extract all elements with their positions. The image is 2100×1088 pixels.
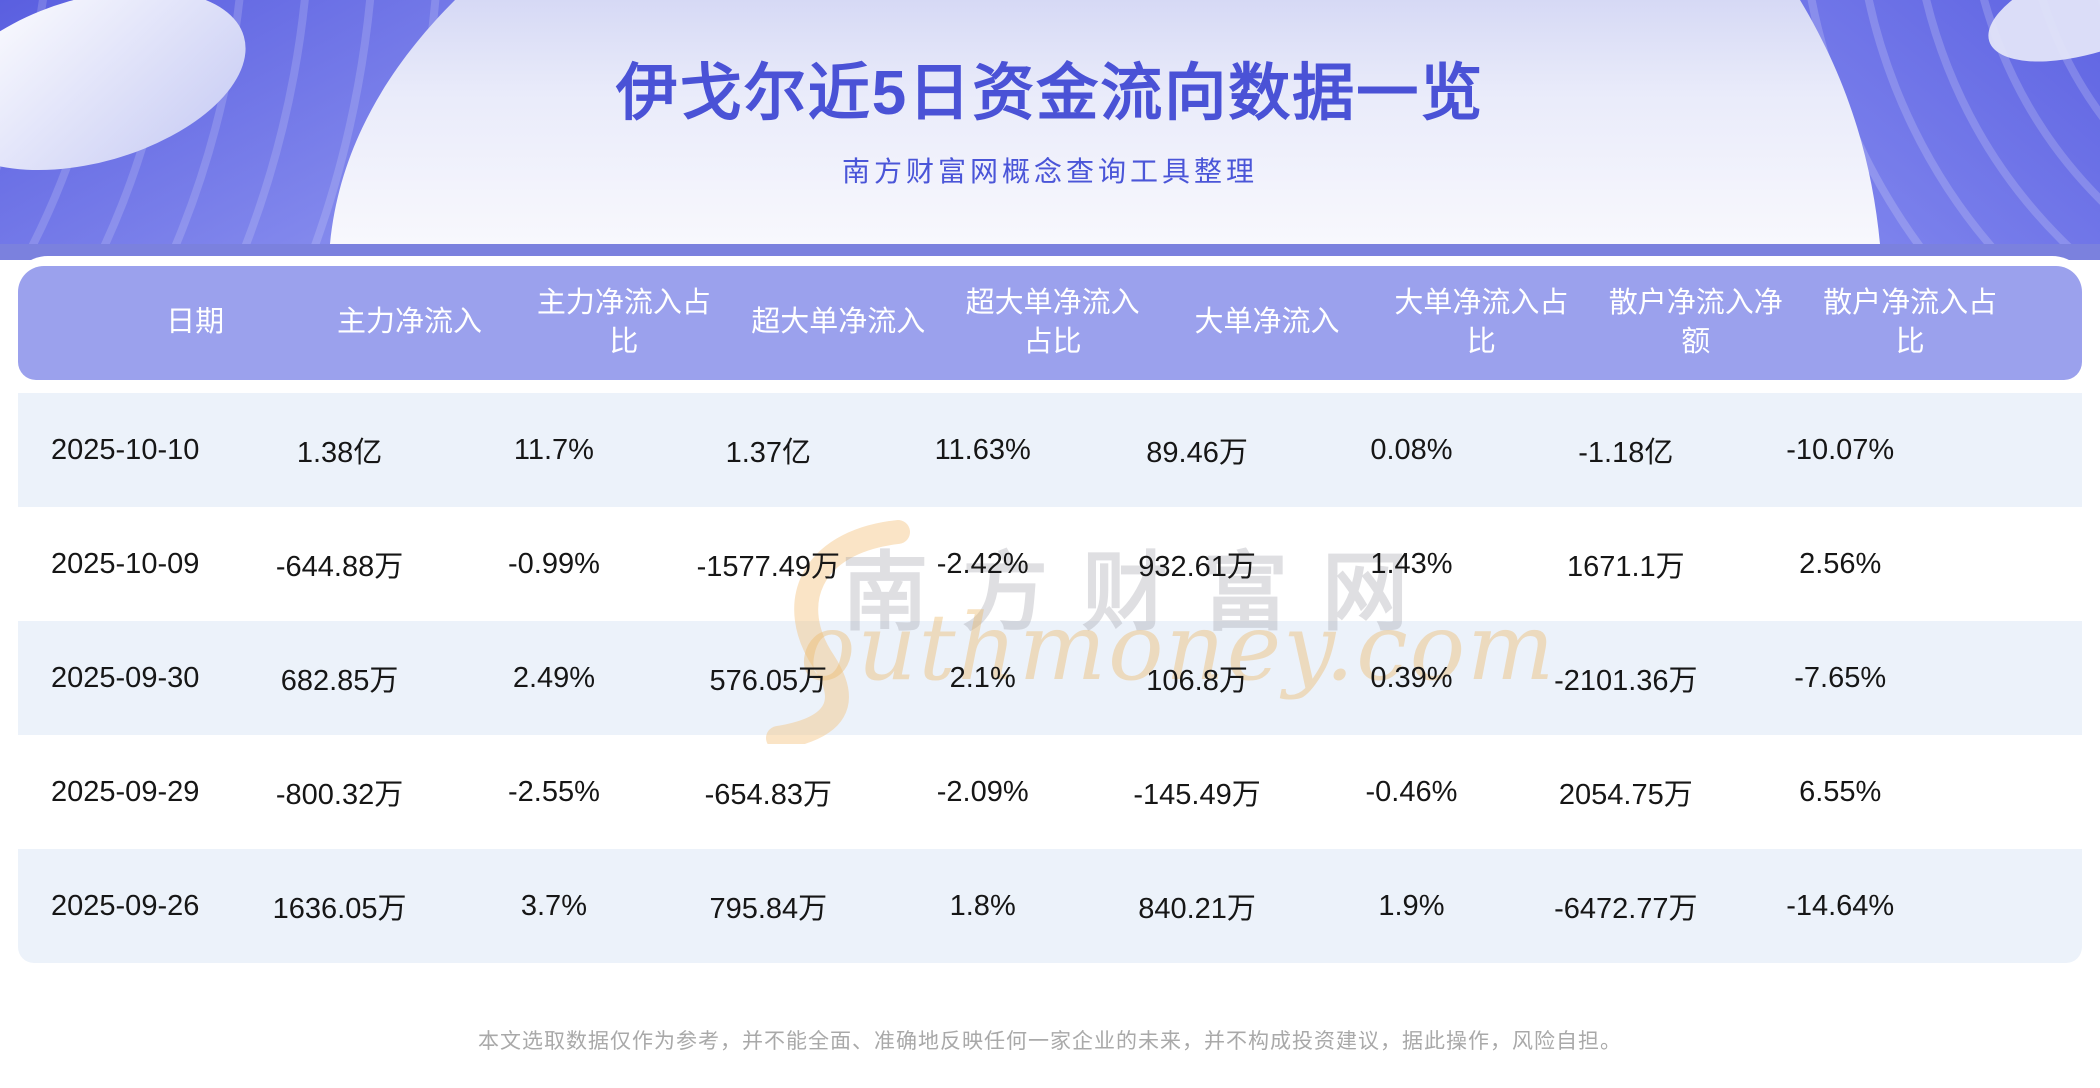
disclaimer-text: 本文选取数据仅作为参考，并不能全面、准确地反映任何一家企业的未来，并不构成投资建… (478, 1030, 1622, 1053)
cell-large-net-inflow-ratio: 1.43% (1370, 547, 1453, 580)
cell-large-net-inflow: 89.46万 (1146, 437, 1248, 469)
cell-date: 2025-09-29 (51, 775, 200, 808)
cell-large-net-inflow-ratio: 1.9% (1378, 889, 1445, 922)
cell-main-net-inflow-ratio: 11.7% (513, 433, 594, 466)
column-header-retail-net-inflow-ratio: 散户净流入占比 (1823, 286, 1998, 358)
column-header-date: 日期 (166, 306, 225, 339)
cell-main-net-inflow-ratio: -2.55% (507, 775, 600, 808)
cell-main-net-inflow-ratio: 3.7% (520, 889, 587, 922)
cell-super-large-net-inflow-ratio: -2.42% (936, 547, 1029, 580)
table-row: 2025-09-26 1636.05万 3.7% 795.84万 1.8% 84… (18, 849, 2082, 963)
cell-date: 2025-09-26 (51, 889, 200, 922)
cell-date: 2025-10-09 (51, 547, 200, 580)
cell-main-net-inflow: 1636.05万 (272, 893, 407, 925)
cell-main-net-inflow: -800.32万 (275, 779, 404, 811)
column-header-super-large-net-inflow: 超大单净流入 (751, 306, 926, 339)
cell-super-large-net-inflow: 576.05万 (709, 665, 828, 697)
cell-retail-net-inflow: -1.18亿 (1578, 437, 1674, 469)
cell-main-net-inflow: 682.85万 (280, 665, 399, 697)
column-header-retail-net-inflow: 散户净流入净额 (1608, 286, 1783, 358)
cell-date: 2025-09-30 (51, 661, 200, 694)
column-header-main-net-inflow-ratio: 主力净流入占比 (536, 286, 711, 358)
cell-large-net-inflow-ratio: 0.39% (1370, 661, 1453, 694)
cell-retail-net-inflow-ratio: -10.07% (1786, 433, 1895, 466)
column-header-large-net-inflow-ratio: 大单净流入占比 (1394, 286, 1569, 358)
cell-large-net-inflow-ratio: 0.08% (1370, 433, 1453, 466)
table-row: 2025-10-09 -644.88万 -0.99% -1577.49万 -2.… (18, 507, 2082, 621)
cell-super-large-net-inflow: -654.83万 (704, 779, 832, 811)
cell-super-large-net-inflow: 795.84万 (709, 893, 828, 925)
table-header-row: 日期 主力净流入 主力净流入占比 超大单净流入 超大单净流入占比 大单净流入 大… (18, 266, 2082, 380)
cell-super-large-net-inflow-ratio: -2.09% (936, 775, 1029, 808)
cell-super-large-net-inflow: 1.37亿 (725, 437, 812, 469)
column-header-main-net-inflow: 主力净流入 (337, 306, 483, 339)
table-row: 2025-09-29 -800.32万 -2.55% -654.83万 -2.0… (18, 735, 2082, 849)
cell-super-large-net-inflow-ratio: 2.1% (949, 661, 1016, 694)
cell-large-net-inflow: -145.49万 (1133, 779, 1261, 811)
cell-main-net-inflow-ratio: -0.99% (507, 547, 600, 580)
cell-main-net-inflow-ratio: 2.49% (512, 661, 596, 694)
column-header-super-large-net-inflow-ratio: 超大单净流入占比 (965, 286, 1140, 358)
page-title: 伊戈尔近5日资金流向数据一览 (615, 59, 1485, 128)
cell-large-net-inflow: 106.8万 (1146, 665, 1248, 697)
cell-retail-net-inflow: -2101.36万 (1554, 665, 1698, 697)
cell-retail-net-inflow-ratio: 2.56% (1799, 547, 1882, 580)
cell-retail-net-inflow: 2054.75万 (1558, 779, 1693, 811)
fund-flow-table-card: 南方财富网 outhmoney.com 日期 主力净流入 主力净流入占比 超大单… (10, 256, 2090, 999)
column-header-large-net-inflow: 大单净流入 (1194, 306, 1340, 339)
cell-retail-net-inflow: -6472.77万 (1554, 893, 1698, 925)
cell-retail-net-inflow: 1671.1万 (1566, 551, 1685, 583)
cell-large-net-inflow: 840.21万 (1138, 893, 1256, 925)
cell-large-net-inflow: 932.61万 (1138, 551, 1256, 583)
hero-decoration-art (0, 0, 2100, 244)
cell-retail-net-inflow-ratio: -14.64% (1786, 889, 1895, 922)
table-row: 2025-10-10 1.38亿 11.7% 1.37亿 11.63% 89.4… (18, 393, 2082, 507)
cell-retail-net-inflow-ratio: 6.55% (1799, 775, 1882, 808)
cell-super-large-net-inflow-ratio: 11.63% (934, 433, 1031, 466)
table-row: 2025-09-30 682.85万 2.49% 576.05万 2.1% 10… (18, 621, 2082, 735)
cell-date: 2025-10-10 (51, 433, 200, 466)
cell-main-net-inflow: 1.38亿 (296, 437, 383, 469)
cell-super-large-net-inflow-ratio: 1.8% (949, 889, 1016, 922)
cell-retail-net-inflow-ratio: -7.65% (1794, 661, 1887, 694)
cell-large-net-inflow-ratio: -0.46% (1365, 775, 1458, 808)
cell-super-large-net-inflow: -1577.49万 (696, 551, 841, 583)
page-subtitle: 南方财富网概念查询工具整理 (841, 156, 1258, 187)
cell-main-net-inflow: -644.88万 (275, 551, 404, 583)
hero-banner: 伊戈尔近5日资金流向数据一览 南方财富网概念查询工具整理 (0, 0, 2100, 244)
